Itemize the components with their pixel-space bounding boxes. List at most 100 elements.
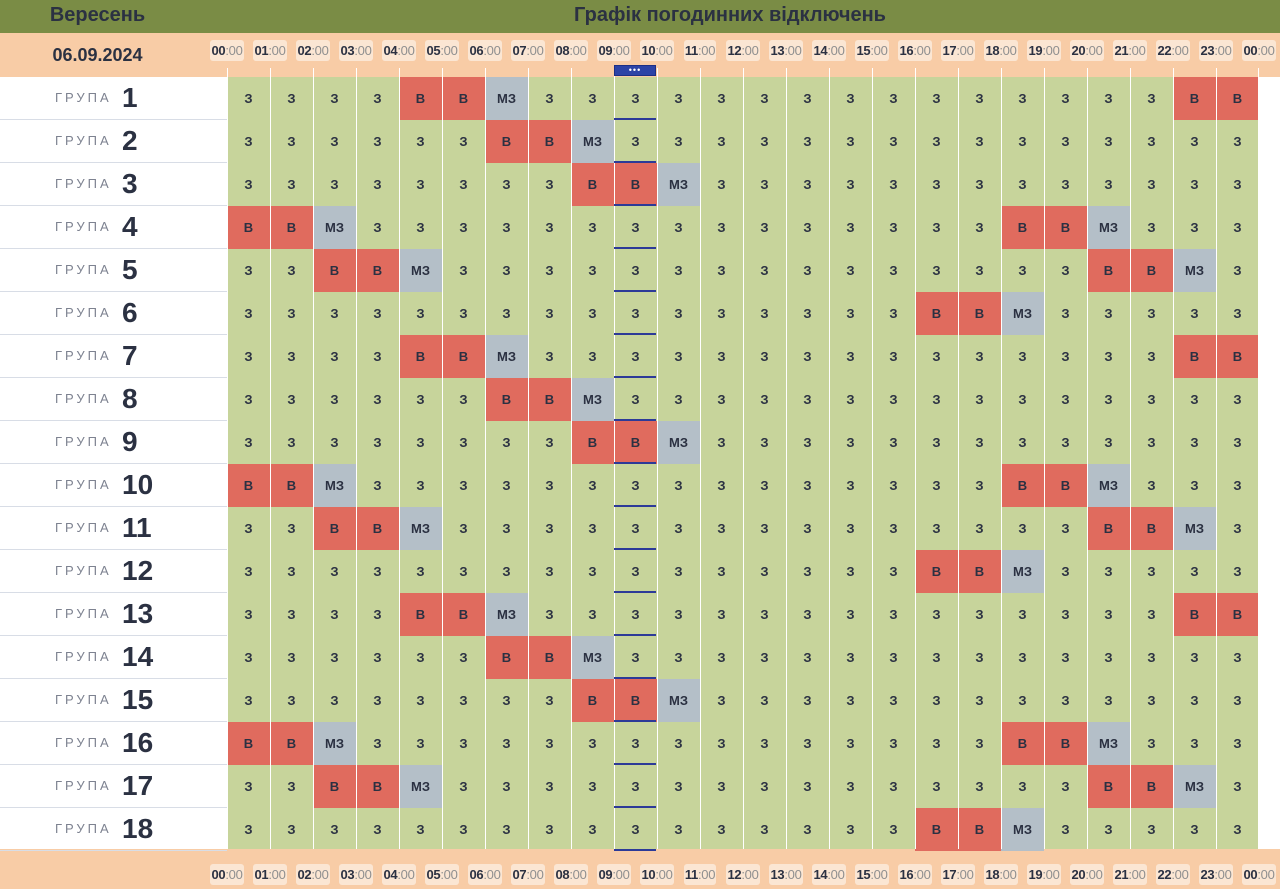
schedule-cell: З [803, 134, 812, 149]
time-label: 00:00 [1242, 40, 1276, 61]
schedule-cell: З [330, 650, 339, 665]
schedule-cell: З [1233, 693, 1242, 708]
group-label: ГРУПА 2 [0, 120, 227, 163]
schedule-cell: З [631, 779, 640, 794]
schedule-cell: З [502, 564, 511, 579]
schedule-cell: З [1233, 521, 1242, 536]
schedule-cell: З [373, 349, 382, 364]
current-hour-underline [614, 849, 656, 851]
time-label-minutes: :00 [956, 43, 974, 58]
schedule-cell: З [1233, 822, 1242, 837]
group-label: ГРУПА 10 [0, 464, 227, 507]
schedule-cell: МЗ [657, 163, 700, 206]
schedule-cell: З [502, 435, 511, 450]
time-label-hour: 05 [426, 867, 441, 882]
schedule-cell: З [932, 478, 941, 493]
schedule-cell: В [356, 765, 399, 808]
schedule-cell: З [1104, 134, 1113, 149]
group-word: ГРУПА [55, 90, 112, 105]
schedule-cell: З [373, 607, 382, 622]
schedule-cell: З [588, 349, 597, 364]
time-label-minutes: :00 [697, 867, 716, 882]
time-label: 13:00 [769, 864, 803, 885]
schedule-cell: З [502, 521, 511, 536]
page-title: Графік погодинних відключень [574, 4, 886, 26]
schedule-cell: З [674, 650, 683, 665]
group-word: ГРУПА [55, 219, 112, 234]
schedule-cell: МЗ [313, 464, 356, 507]
group-label: ГРУПА 15 [0, 679, 227, 722]
time-label-hour: 02 [297, 43, 312, 58]
schedule-cell: З [674, 220, 683, 235]
schedule-cell: МЗ [657, 421, 700, 464]
schedule-cell: З [287, 306, 296, 321]
schedule-cell: З [717, 822, 726, 837]
schedule-cell: В [399, 593, 442, 636]
schedule-cell: З [932, 134, 941, 149]
schedule-cell: З [932, 736, 941, 751]
schedule-cell: З [1018, 650, 1027, 665]
group-word: ГРУПА [55, 262, 112, 277]
schedule-cell: З [932, 392, 941, 407]
schedule-cell: В [399, 335, 442, 378]
schedule-cell: З [717, 693, 726, 708]
schedule-cell: В [1173, 335, 1216, 378]
schedule-cell: В [915, 550, 958, 593]
schedule-cell: З [889, 736, 898, 751]
schedule-cell: З [373, 822, 382, 837]
schedule-cell: З [760, 736, 769, 751]
schedule-cell: З [803, 779, 812, 794]
schedule-cell: В [485, 378, 528, 421]
schedule-cell: МЗ [485, 593, 528, 636]
time-label: 09:00 [597, 864, 631, 885]
hour-divider [700, 68, 701, 849]
schedule-cell: З [975, 650, 984, 665]
schedule-cell: З [889, 779, 898, 794]
hour-divider [1130, 68, 1131, 849]
schedule-cell: МЗ [1173, 765, 1216, 808]
schedule-cell: З [846, 392, 855, 407]
schedule-cell: З [287, 650, 296, 665]
time-label-minutes: :00 [569, 867, 587, 882]
schedule-cell: З [373, 306, 382, 321]
time-label: 11:00 [683, 864, 717, 885]
time-label-hour: 13 [770, 867, 785, 882]
schedule-cell: В [528, 120, 571, 163]
time-label-minutes: :00 [483, 43, 501, 58]
schedule-cell: З [760, 306, 769, 321]
time-label: 23:00 [1199, 40, 1233, 61]
current-hour-underline [614, 247, 656, 249]
schedule-cell: З [287, 91, 296, 106]
schedule-cell: З [975, 91, 984, 106]
schedule-cell: З [760, 349, 769, 364]
group-word: ГРУПА [55, 434, 112, 449]
schedule-cell: МЗ [1173, 507, 1216, 550]
schedule-cell: В [399, 77, 442, 120]
schedule-cell: З [803, 91, 812, 106]
time-label-hour: 23 [1200, 867, 1215, 882]
schedule-cell: З [1147, 693, 1156, 708]
schedule-cell: МЗ [1087, 722, 1130, 765]
current-hour-underline [614, 333, 656, 335]
time-label-minutes: :00 [397, 43, 415, 58]
group-number: 12 [122, 555, 154, 586]
schedule-cell: З [373, 564, 382, 579]
schedule-cell: З [1147, 220, 1156, 235]
schedule-cell: З [1061, 822, 1070, 837]
schedule-cell: З [631, 822, 640, 837]
schedule-cell: З [588, 521, 597, 536]
hour-divider [1173, 68, 1174, 849]
schedule-cell: З [975, 134, 984, 149]
schedule-cell: В [442, 593, 485, 636]
time-label: 07:00 [511, 864, 545, 885]
time-label: 19:00 [1027, 864, 1061, 885]
time-label-minutes: :00 [1128, 867, 1146, 882]
group-number: 8 [122, 383, 138, 414]
time-label-hour: 05 [426, 43, 441, 58]
time-label-hour: 07 [512, 43, 527, 58]
group-label: ГРУПА 18 [0, 808, 227, 851]
schedule-cell: З [717, 220, 726, 235]
schedule-cell: З [803, 478, 812, 493]
schedule-cell: З [803, 392, 812, 407]
schedule-cell: З [631, 91, 640, 106]
